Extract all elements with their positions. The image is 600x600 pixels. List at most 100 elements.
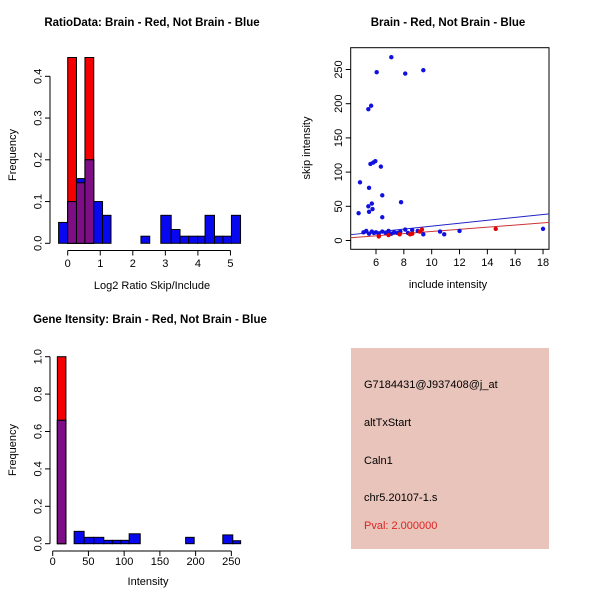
data-point-red	[409, 231, 415, 236]
blue-bar	[111, 539, 122, 545]
plot-box	[350, 47, 550, 250]
data-point-blue	[364, 228, 369, 234]
overlap-bar	[75, 182, 86, 244]
data-point-blue	[403, 71, 408, 76]
data-point-red	[397, 232, 402, 237]
blue-bar	[214, 235, 224, 244]
not-brain-points	[356, 54, 546, 237]
blue-bar	[222, 534, 234, 545]
axis-tick-label: 0.2	[33, 152, 45, 167]
axis-tick-label: 100	[333, 163, 345, 181]
blue-bar	[73, 530, 85, 545]
axis-tick-label: 150	[151, 556, 169, 568]
blue-bar	[120, 539, 130, 545]
brain-fit-line	[350, 221, 550, 239]
y-axis-label: Frequency	[7, 424, 19, 476]
overlap-bar	[56, 419, 67, 545]
axis-tick-label: 0.4	[33, 69, 45, 84]
pval-text: Pval: 2.000000	[364, 520, 438, 532]
data-point-blue	[378, 164, 384, 169]
data-point-blue	[380, 229, 385, 234]
data-point-blue	[389, 54, 394, 60]
data-point-red	[493, 226, 498, 232]
axis-tick-label: 250	[333, 60, 345, 78]
x-axis-label: Intensity	[128, 576, 169, 588]
axis-tick-label: 8	[401, 257, 407, 269]
data-point-red	[386, 232, 391, 238]
blue-bar	[160, 214, 172, 244]
data-point-blue	[357, 180, 363, 185]
axis-tick-label: 18	[537, 257, 549, 269]
blue-bar	[185, 536, 195, 545]
axis-tick-label: 0.6	[33, 424, 45, 439]
intensity-scatter-panel: Brain - Red, Not Brain - Blue include int…	[301, 17, 550, 291]
histogram-bars	[58, 57, 242, 244]
overlap-bar	[67, 201, 77, 244]
y-axis-label: skip intensity	[301, 116, 313, 179]
data-point-blue	[368, 103, 374, 108]
data-point-blue	[366, 106, 371, 112]
data-point-blue	[356, 210, 361, 216]
axis-tick-label: 250	[222, 556, 240, 568]
data-point-blue	[380, 215, 385, 220]
axis-tick-label: 100	[115, 556, 133, 568]
data-point-blue	[373, 158, 378, 164]
axis-tick-label: 14	[481, 257, 493, 269]
data-point-blue	[369, 201, 375, 206]
chart-title: RatioData: Brain - Red, Not Brain - Blue	[44, 17, 259, 29]
axis-tick-label: 1	[97, 258, 103, 270]
axis-tick-label: 3	[162, 258, 168, 270]
data-point-blue	[409, 228, 415, 233]
blue-bar	[58, 221, 69, 244]
axis-tick-label: 200	[186, 556, 204, 568]
axis-tick-label: 0.8	[33, 386, 45, 401]
axis-tick-label: 0	[50, 556, 56, 568]
data-point-red	[419, 227, 425, 232]
axis-tick-label: 200	[333, 95, 345, 113]
axis-tick-label: 150	[333, 129, 345, 147]
data-point-blue	[457, 228, 462, 234]
chart-title: Gene Itensity: Brain - Red, Not Brain - …	[33, 314, 267, 326]
blue-bar	[128, 533, 141, 545]
axis-tick-label: 12	[453, 257, 465, 269]
axis-tick-label: 0.3	[33, 110, 45, 125]
axis-tick-label: 5	[227, 258, 233, 270]
blue-bar	[140, 235, 151, 244]
chromosome-location-text: chr5.20107-1.s	[364, 492, 438, 504]
data-point-blue	[398, 199, 404, 205]
probe-id-text: G7184431@J937408@j_at	[364, 379, 498, 391]
x-axis-label: Log2 Ratio Skip/Include	[94, 280, 210, 292]
blue-bar	[103, 539, 113, 545]
data-point-blue	[437, 229, 443, 234]
axis-tick-label: 0	[65, 258, 71, 270]
blue-bar	[204, 214, 216, 244]
axis-tick-label: 0.2	[33, 499, 45, 514]
histogram-bars	[56, 356, 242, 545]
blue-bar	[102, 214, 112, 244]
axis-tick-label: 50	[82, 556, 94, 568]
data-point-blue	[421, 67, 426, 73]
axis-tick-label: 0.0	[33, 236, 45, 251]
splice-event-type-text: altTxStart	[364, 417, 412, 429]
data-point-blue	[380, 193, 385, 198]
gene-intensity-histogram-panel: Gene Itensity: Brain - Red, Not Brain - …	[7, 314, 267, 588]
axis-tick-label: 2	[130, 258, 136, 270]
data-point-blue	[370, 206, 375, 212]
axis-tick-label: 4	[195, 258, 201, 270]
axis-tick-label: 10	[426, 257, 438, 269]
data-point-blue	[374, 70, 379, 75]
data-point-blue	[366, 185, 372, 191]
blue-bar	[170, 229, 181, 244]
overlap-bar	[84, 159, 95, 244]
data-point-blue	[386, 228, 391, 234]
axis-tick-label: 0.0	[33, 536, 45, 551]
gene-symbol-text: Caln1	[364, 455, 393, 467]
brain-points	[376, 226, 498, 239]
data-point-blue	[366, 209, 372, 214]
x-axis-label: include intensity	[409, 279, 488, 291]
blue-bar	[179, 235, 190, 244]
blue-bar	[230, 214, 242, 244]
data-point-red	[376, 234, 381, 239]
blue-bar	[93, 201, 104, 244]
